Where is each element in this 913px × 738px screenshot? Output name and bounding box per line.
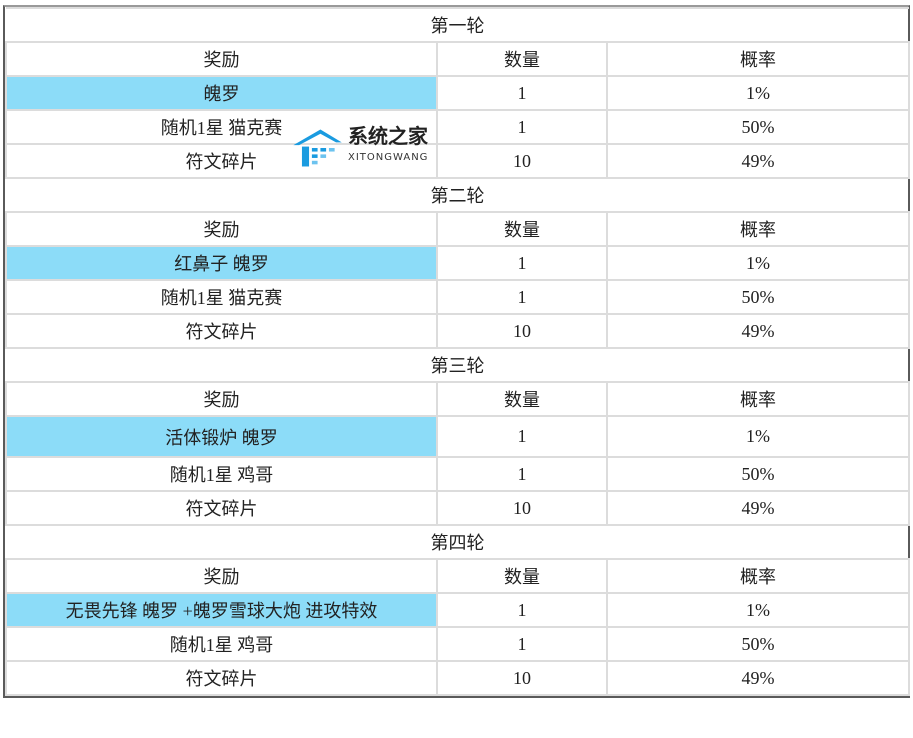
quantity-cell: 1 <box>436 592 608 628</box>
quantity-cell: 10 <box>436 490 608 526</box>
quantity-cell: 10 <box>436 313 608 349</box>
probability-cell: 50% <box>606 109 910 145</box>
quantity-cell: 1 <box>436 75 608 111</box>
reward-table-frame: 第一轮 奖励 数量 概率 魄罗 1 1% 随机1星 猫克赛 1 50% 符文碎片 10 49% 第二轮 奖励… <box>3 5 910 698</box>
reward-cell: 符文碎片 <box>5 490 438 526</box>
header-probability: 概率 <box>606 211 910 247</box>
reward-cell: 随机1星 猫克赛 <box>5 279 438 315</box>
reward-table: 第一轮 奖励 数量 概率 魄罗 1 1% 随机1星 猫克赛 1 50% 符文碎片 10 49% 第二轮 奖励… <box>5 7 910 696</box>
table-row: 符文碎片 10 49% <box>5 313 910 349</box>
reward-cell: 符文碎片 <box>5 660 438 696</box>
header-reward: 奖励 <box>5 381 438 417</box>
header-quantity: 数量 <box>436 211 608 247</box>
probability-cell: 1% <box>606 415 910 458</box>
reward-cell: 无畏先锋 魄罗 +魄罗雪球大炮 进攻特效 <box>5 592 438 628</box>
quantity-cell: 1 <box>436 245 608 281</box>
round-title-row: 第二轮 <box>6 177 909 213</box>
reward-cell: 随机1星 鸡哥 <box>5 626 438 662</box>
reward-cell: 符文碎片 <box>5 313 438 349</box>
round-title-row: 第四轮 <box>6 524 909 560</box>
header-row: 奖励 数量 概率 <box>5 381 910 417</box>
reward-cell: 随机1星 猫克赛 <box>5 109 438 145</box>
quantity-cell: 1 <box>436 415 608 458</box>
header-row: 奖励 数量 概率 <box>5 41 910 77</box>
probability-cell: 50% <box>606 626 910 662</box>
header-probability: 概率 <box>606 41 910 77</box>
header-probability: 概率 <box>606 381 910 417</box>
probability-cell: 50% <box>606 456 910 492</box>
probability-cell: 49% <box>606 143 910 179</box>
table-row: 符文碎片 10 49% <box>5 143 910 179</box>
quantity-cell: 1 <box>436 109 608 145</box>
table-row: 红鼻子 魄罗 1 1% <box>5 245 910 281</box>
reward-cell: 符文碎片 <box>5 143 438 179</box>
quantity-cell: 1 <box>436 456 608 492</box>
header-reward: 奖励 <box>5 41 438 77</box>
table-row: 无畏先锋 魄罗 +魄罗雪球大炮 进攻特效 1 1% <box>5 592 910 628</box>
round-title: 第三轮 <box>6 347 909 383</box>
quantity-cell: 1 <box>436 279 608 315</box>
quantity-cell: 1 <box>436 626 608 662</box>
quantity-cell: 10 <box>436 143 608 179</box>
probability-cell: 49% <box>606 660 910 696</box>
table-row: 符文碎片 10 49% <box>5 490 910 526</box>
header-reward: 奖励 <box>5 211 438 247</box>
round-title: 第一轮 <box>6 7 909 43</box>
header-quantity: 数量 <box>436 381 608 417</box>
header-probability: 概率 <box>606 558 910 594</box>
reward-cell: 活体锻炉 魄罗 <box>5 415 438 458</box>
probability-cell: 1% <box>606 592 910 628</box>
table-row: 活体锻炉 魄罗 1 1% <box>5 415 910 458</box>
probability-cell: 1% <box>606 245 910 281</box>
header-quantity: 数量 <box>436 41 608 77</box>
reward-cell: 红鼻子 魄罗 <box>5 245 438 281</box>
table-row: 随机1星 鸡哥 1 50% <box>5 626 910 662</box>
reward-cell: 随机1星 鸡哥 <box>5 456 438 492</box>
table-row: 随机1星 鸡哥 1 50% <box>5 456 910 492</box>
header-row: 奖励 数量 概率 <box>5 558 910 594</box>
table-row: 随机1星 猫克赛 1 50% <box>5 279 910 315</box>
probability-cell: 50% <box>606 279 910 315</box>
round-title-row: 第三轮 <box>6 347 909 383</box>
round-title: 第二轮 <box>6 177 909 213</box>
probability-cell: 1% <box>606 75 910 111</box>
round-title: 第四轮 <box>6 524 909 560</box>
table-row: 随机1星 猫克赛 1 50% <box>5 109 910 145</box>
probability-cell: 49% <box>606 490 910 526</box>
table-row: 符文碎片 10 49% <box>5 660 910 696</box>
reward-cell: 魄罗 <box>5 75 438 111</box>
header-quantity: 数量 <box>436 558 608 594</box>
round-title-row: 第一轮 <box>6 7 909 43</box>
probability-cell: 49% <box>606 313 910 349</box>
table-row: 魄罗 1 1% <box>5 75 910 111</box>
header-reward: 奖励 <box>5 558 438 594</box>
quantity-cell: 10 <box>436 660 608 696</box>
header-row: 奖励 数量 概率 <box>5 211 910 247</box>
